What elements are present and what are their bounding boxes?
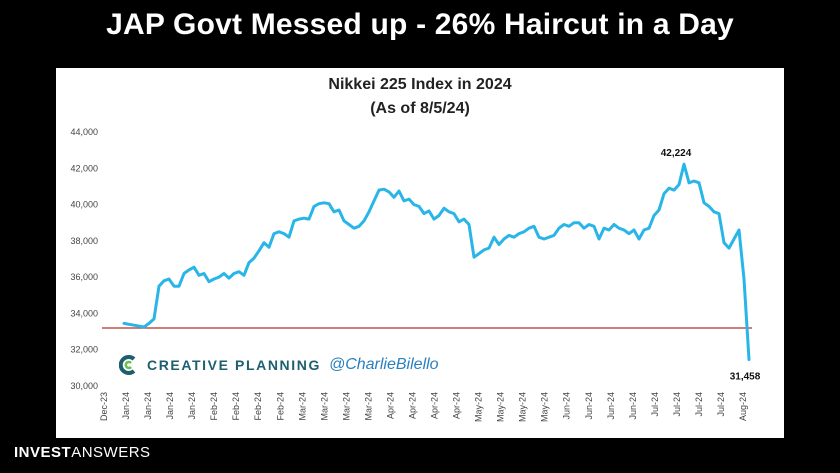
y-tick-label: 30,000 (70, 381, 98, 391)
footer-logo-bold: INVEST (14, 444, 72, 461)
x-tick-label: Apr-24 (430, 392, 440, 419)
x-tick-label: Mar-24 (363, 392, 373, 421)
branding: CREATIVE PLANNING @CharlieBilello (119, 355, 439, 375)
chart-subtitle: (As of 8/5/24) (370, 100, 470, 117)
x-tick-label: Jun-24 (606, 392, 616, 420)
y-tick-label: 34,000 (70, 308, 98, 318)
x-tick-label: Mar-24 (319, 392, 329, 421)
chart-title: Nikkei 225 Index in 2024 (328, 76, 512, 93)
x-tick-label: May-24 (518, 392, 528, 422)
nikkei-line-chart: 30,000 32,000 34,000 36,000 38,000 40,000 42,0… (70, 127, 761, 422)
x-tick-label: Aug-24 (738, 392, 748, 421)
x-tick-label: Jul-24 (694, 392, 704, 417)
x-tick-label: Jul-24 (716, 392, 726, 417)
footer-logo: INVESTANSWERS (14, 444, 151, 461)
footer-logo-light: ANSWERS (71, 444, 151, 461)
x-tick-label: Feb-24 (253, 392, 263, 421)
x-tick-label: Jun-24 (562, 392, 572, 420)
brand-handle: @CharlieBilello (328, 356, 439, 373)
data-label: 42,224 (661, 148, 692, 159)
y-tick-label: 40,000 (70, 200, 98, 210)
x-tick-label: May-24 (540, 392, 550, 422)
x-tick-label: Jun-24 (584, 392, 594, 420)
x-tick-label: Jul-24 (650, 392, 660, 417)
brand-name: CREATIVE PLANNING (147, 357, 321, 373)
x-tick-label: May-24 (474, 392, 484, 422)
x-tick-label: Jun-24 (628, 392, 638, 420)
y-tick-label: 32,000 (70, 345, 98, 355)
x-tick-label: Jul-24 (672, 392, 682, 417)
creative-planning-logo-icon (119, 355, 136, 375)
y-tick-label: 36,000 (70, 272, 98, 282)
x-tick-label: Mar-24 (297, 392, 307, 421)
x-tick-label: Jan-24 (165, 392, 175, 420)
x-tick-label: Feb-24 (231, 392, 241, 421)
y-tick-label: 42,000 (70, 163, 98, 173)
x-tick-label: Feb-24 (209, 392, 219, 421)
x-tick-label: Jan-24 (143, 392, 153, 420)
x-tick-label: May-24 (496, 392, 506, 422)
x-tick-label: Apr-24 (452, 392, 462, 419)
headline: JAP Govt Messed up - 26% Haircut in a Da… (106, 8, 734, 41)
x-tick-label: Feb-24 (275, 392, 285, 421)
y-tick-label: 38,000 (70, 236, 98, 246)
y-tick-label: 44,000 (70, 127, 98, 137)
chart-panel: Nikkei 225 Index in 2024 (As of 8/5/24) … (56, 68, 784, 438)
x-tick-label: Jan-24 (121, 392, 131, 420)
x-tick-label: Dec-23 (99, 392, 109, 421)
data-label: 31,458 (730, 372, 761, 383)
series-line (122, 162, 751, 361)
x-tick-label: Apr-24 (407, 392, 417, 419)
x-tick-label: Mar-24 (341, 392, 351, 421)
x-tick-label: Apr-24 (385, 392, 395, 419)
x-tick-label: Jan-24 (187, 392, 197, 420)
